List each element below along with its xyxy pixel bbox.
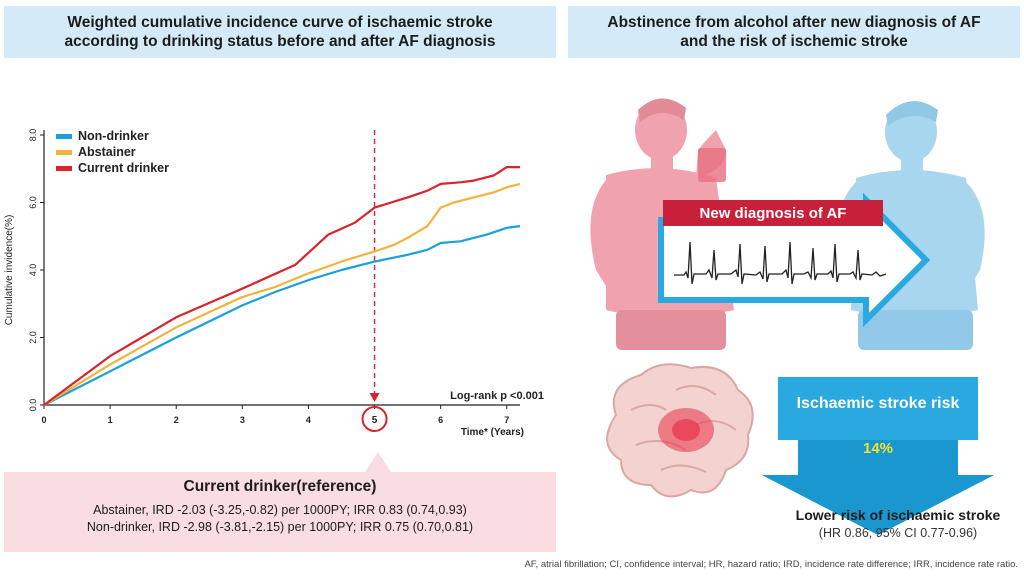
brain-icon — [606, 363, 754, 498]
ecg-trace-icon — [674, 241, 887, 285]
x-tick-label: 7 — [504, 415, 509, 425]
y-tick-label: 8.0 — [28, 129, 38, 142]
log-rank-annotation: Log-rank p <0.001 — [450, 390, 544, 402]
legend-swatch-current-drinker — [56, 166, 72, 171]
left-panel-title: Weighted cumulative incidence curve of i… — [4, 6, 556, 58]
y-tick-label: 2.0 — [28, 331, 38, 344]
reference-line-abstainer: Abstainer, IRD -2.03 (-3.25,-0.82) per 1… — [93, 503, 467, 517]
x-tick-label: 1 — [108, 415, 113, 425]
x-tick-label-highlight: 5 — [372, 415, 378, 426]
x-tick-label: 0 — [41, 415, 46, 425]
y-tick-label: 0.0 — [28, 399, 38, 412]
legend-swatch-abstainer — [56, 150, 72, 155]
reference-box: Current drinker(reference) Abstainer, IR… — [4, 472, 556, 552]
reference-title: Current drinker(reference) — [183, 478, 377, 495]
series-line-current-drinker — [43, 165, 520, 406]
glass-icon — [698, 148, 726, 182]
legend-label-non-drinker: Non-drinker — [78, 129, 149, 143]
left-title-text: Weighted cumulative incidence curve of i… — [64, 14, 496, 50]
x-tick-label: 2 — [174, 415, 179, 425]
y-tick-label: 6.0 — [28, 196, 38, 209]
series-line-non-drinker — [43, 225, 521, 406]
y-axis-label: Cumulative invidence(%) — [4, 215, 15, 326]
x-axis-label: Time* (Years) — [461, 427, 524, 438]
x-tick-label: 4 — [306, 415, 311, 425]
legend-label-abstainer: Abstainer — [78, 145, 136, 159]
af-banner — [663, 200, 883, 226]
af-banner-text: New diagnosis of AF — [700, 205, 847, 222]
legend-swatch-non-drinker — [56, 134, 72, 139]
legend-label-current-drinker: Current drinker — [78, 161, 169, 175]
footnote: AF, atrial fibrillation; CI, confidence … — [524, 559, 1018, 570]
right-title-text: Abstinence from alcohol after new diagno… — [607, 14, 981, 50]
outcome-title: Lower risk of ischaemic stroke — [795, 507, 1001, 523]
risk-reduction-value: 14% — [863, 440, 893, 457]
illustration: New diagnosis of AF Ischaemic stroke ris… — [590, 98, 994, 535]
highlight-arrow-icon — [369, 393, 380, 402]
series-line-abstainer — [43, 182, 521, 406]
outcome-subtitle: (HR 0.86, 95% CI 0.77-0.96) — [818, 526, 978, 540]
risk-label: Ischaemic stroke risk — [797, 395, 960, 412]
x-tick-label: 3 — [240, 415, 245, 425]
x-tick-label: 6 — [438, 415, 443, 425]
y-tick-label: 4.0 — [28, 264, 38, 277]
cumulative-incidence-chart: 0.0 2.0 4.0 6.0 8.0 0 1 2 3 4 6 7 Cumulative inviden… — [4, 129, 544, 438]
right-panel-title: Abstinence from alcohol after new diagno… — [568, 6, 1020, 58]
reference-line-non-drinker: Non-drinker, IRD -2.98 (-3.81,-2.15) per… — [86, 520, 474, 534]
highlight-circle — [361, 406, 388, 432]
